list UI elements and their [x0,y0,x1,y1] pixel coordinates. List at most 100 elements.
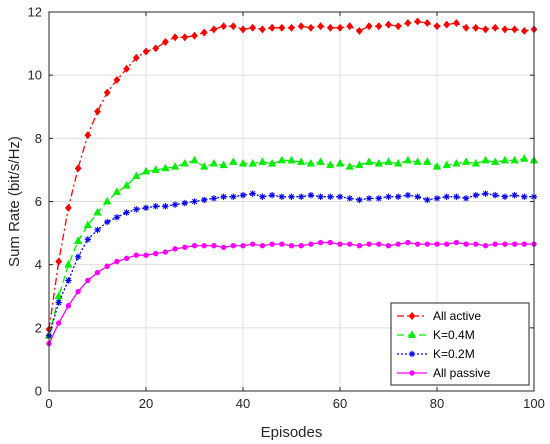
data-point-all-active [94,107,101,116]
legend-marker [408,312,416,320]
data-point-k-0-4m [297,157,306,165]
legend-label: K=0.4M [433,328,475,342]
x-tick-label: 0 [45,396,52,411]
y-tick-label: 8 [35,131,42,146]
data-point-k-0-2m [201,196,208,204]
data-point-all-passive [366,241,372,247]
data-point-all-passive [279,241,285,247]
data-point-k-0-4m [200,162,209,170]
data-point-k-0-2m [472,191,479,199]
data-point-k-0-4m [461,157,471,165]
y-tick-label: 6 [35,194,42,209]
data-point-k-0-2m [239,191,247,199]
data-point-k-0-2m [142,204,150,212]
legend-marker [408,350,416,358]
x-axis-label: Episodes [261,424,323,441]
data-point-all-passive [153,250,159,257]
data-point-all-passive [75,288,81,295]
data-point-all-passive [327,239,333,246]
data-point-k-0-2m [74,253,82,260]
data-point-all-passive [405,239,411,246]
data-point-k-0-4m [403,155,413,164]
data-point-k-0-4m [442,160,451,169]
data-point-all-active [229,22,237,31]
data-point-all-passive [133,252,140,258]
data-point-all-passive [521,241,527,247]
data-point-k-0-4m [355,160,364,169]
data-point-k-0-2m [220,193,227,200]
data-point-k-0-2m [462,195,470,202]
data-point-k-0-4m [103,196,112,205]
data-point-k-0-2m [133,206,140,213]
data-point-all-passive [230,243,237,249]
data-point-all-passive [114,258,120,265]
data-point-k-0-4m [180,158,189,167]
data-point-all-passive [395,241,401,247]
data-point-k-0-2m [501,193,509,200]
data-point-k-0-2m [259,193,266,200]
data-point-all-passive [104,263,110,269]
data-point-all-passive [143,252,149,258]
data-point-k-0-2m [123,209,130,216]
data-point-all-active [278,23,286,32]
data-point-k-0-4m [190,155,199,164]
data-point-all-passive [250,241,256,247]
data-point-all-passive [424,241,430,247]
data-point-k-0-4m [326,160,335,169]
data-point-all-active [297,22,305,31]
data-point-k-0-2m [152,203,159,210]
data-point-all-passive [211,243,217,249]
data-point-all-passive [220,244,227,250]
y-axis-label: Sum Rate (bit/s/Hz) [6,136,23,267]
data-point-all-passive [65,303,72,309]
axis-ticks: 0 20 40 60 80 100 0 2 4 6 8 10 12 [28,5,545,412]
data-point-all-passive [347,241,353,247]
data-point-all-active [162,38,169,46]
data-point-all-passive [453,239,460,246]
data-point-all-passive [162,249,169,255]
data-point-k-0-4m [345,162,354,170]
data-point-k-0-4m [394,158,403,167]
data-point-all-active [385,20,392,29]
data-point-k-0-2m [288,193,295,200]
data-point-all-active [356,26,363,35]
data-point-k-0-2m [317,193,324,200]
data-point-k-0-4m [151,165,160,173]
data-point-all-passive [172,246,178,252]
data-point-k-0-2m [94,226,101,234]
data-point-k-0-2m [298,193,305,200]
y-tick-label: 10 [28,68,42,83]
data-point-k-0-2m [492,191,499,199]
data-point-all-active [181,33,189,42]
y-tick-label: 2 [35,320,42,335]
data-point-all-active [55,257,63,266]
data-point-all-active [453,19,460,28]
series-k-0-4m [44,154,539,339]
data-point-all-passive [259,243,266,249]
data-point-all-active [326,23,334,32]
data-point-k-0-4m [219,160,228,169]
data-point-all-active [375,22,383,31]
data-point-k-0-2m [84,236,91,243]
data-point-k-0-2m [511,191,518,199]
data-point-k-0-4m [267,158,277,167]
data-point-k-0-4m [491,157,500,165]
data-point-all-active [210,25,218,34]
data-point-k-0-2m [404,191,412,199]
y-tick-label: 0 [35,384,42,399]
data-point-all-passive [414,241,421,247]
data-point-all-active [152,44,160,53]
data-point-all-active [191,31,198,40]
data-point-all-active [520,26,528,35]
data-point-k-0-4m [500,155,510,164]
data-point-k-0-4m [209,158,219,167]
data-point-all-active [462,23,470,32]
data-point-k-0-4m [258,157,267,165]
data-point-k-0-2m [307,191,315,199]
data-point-k-0-2m [210,195,218,202]
data-point-k-0-2m [230,193,237,200]
series-all-passive [46,239,537,347]
data-point-all-active [433,22,441,31]
data-point-k-0-4m [93,207,102,216]
